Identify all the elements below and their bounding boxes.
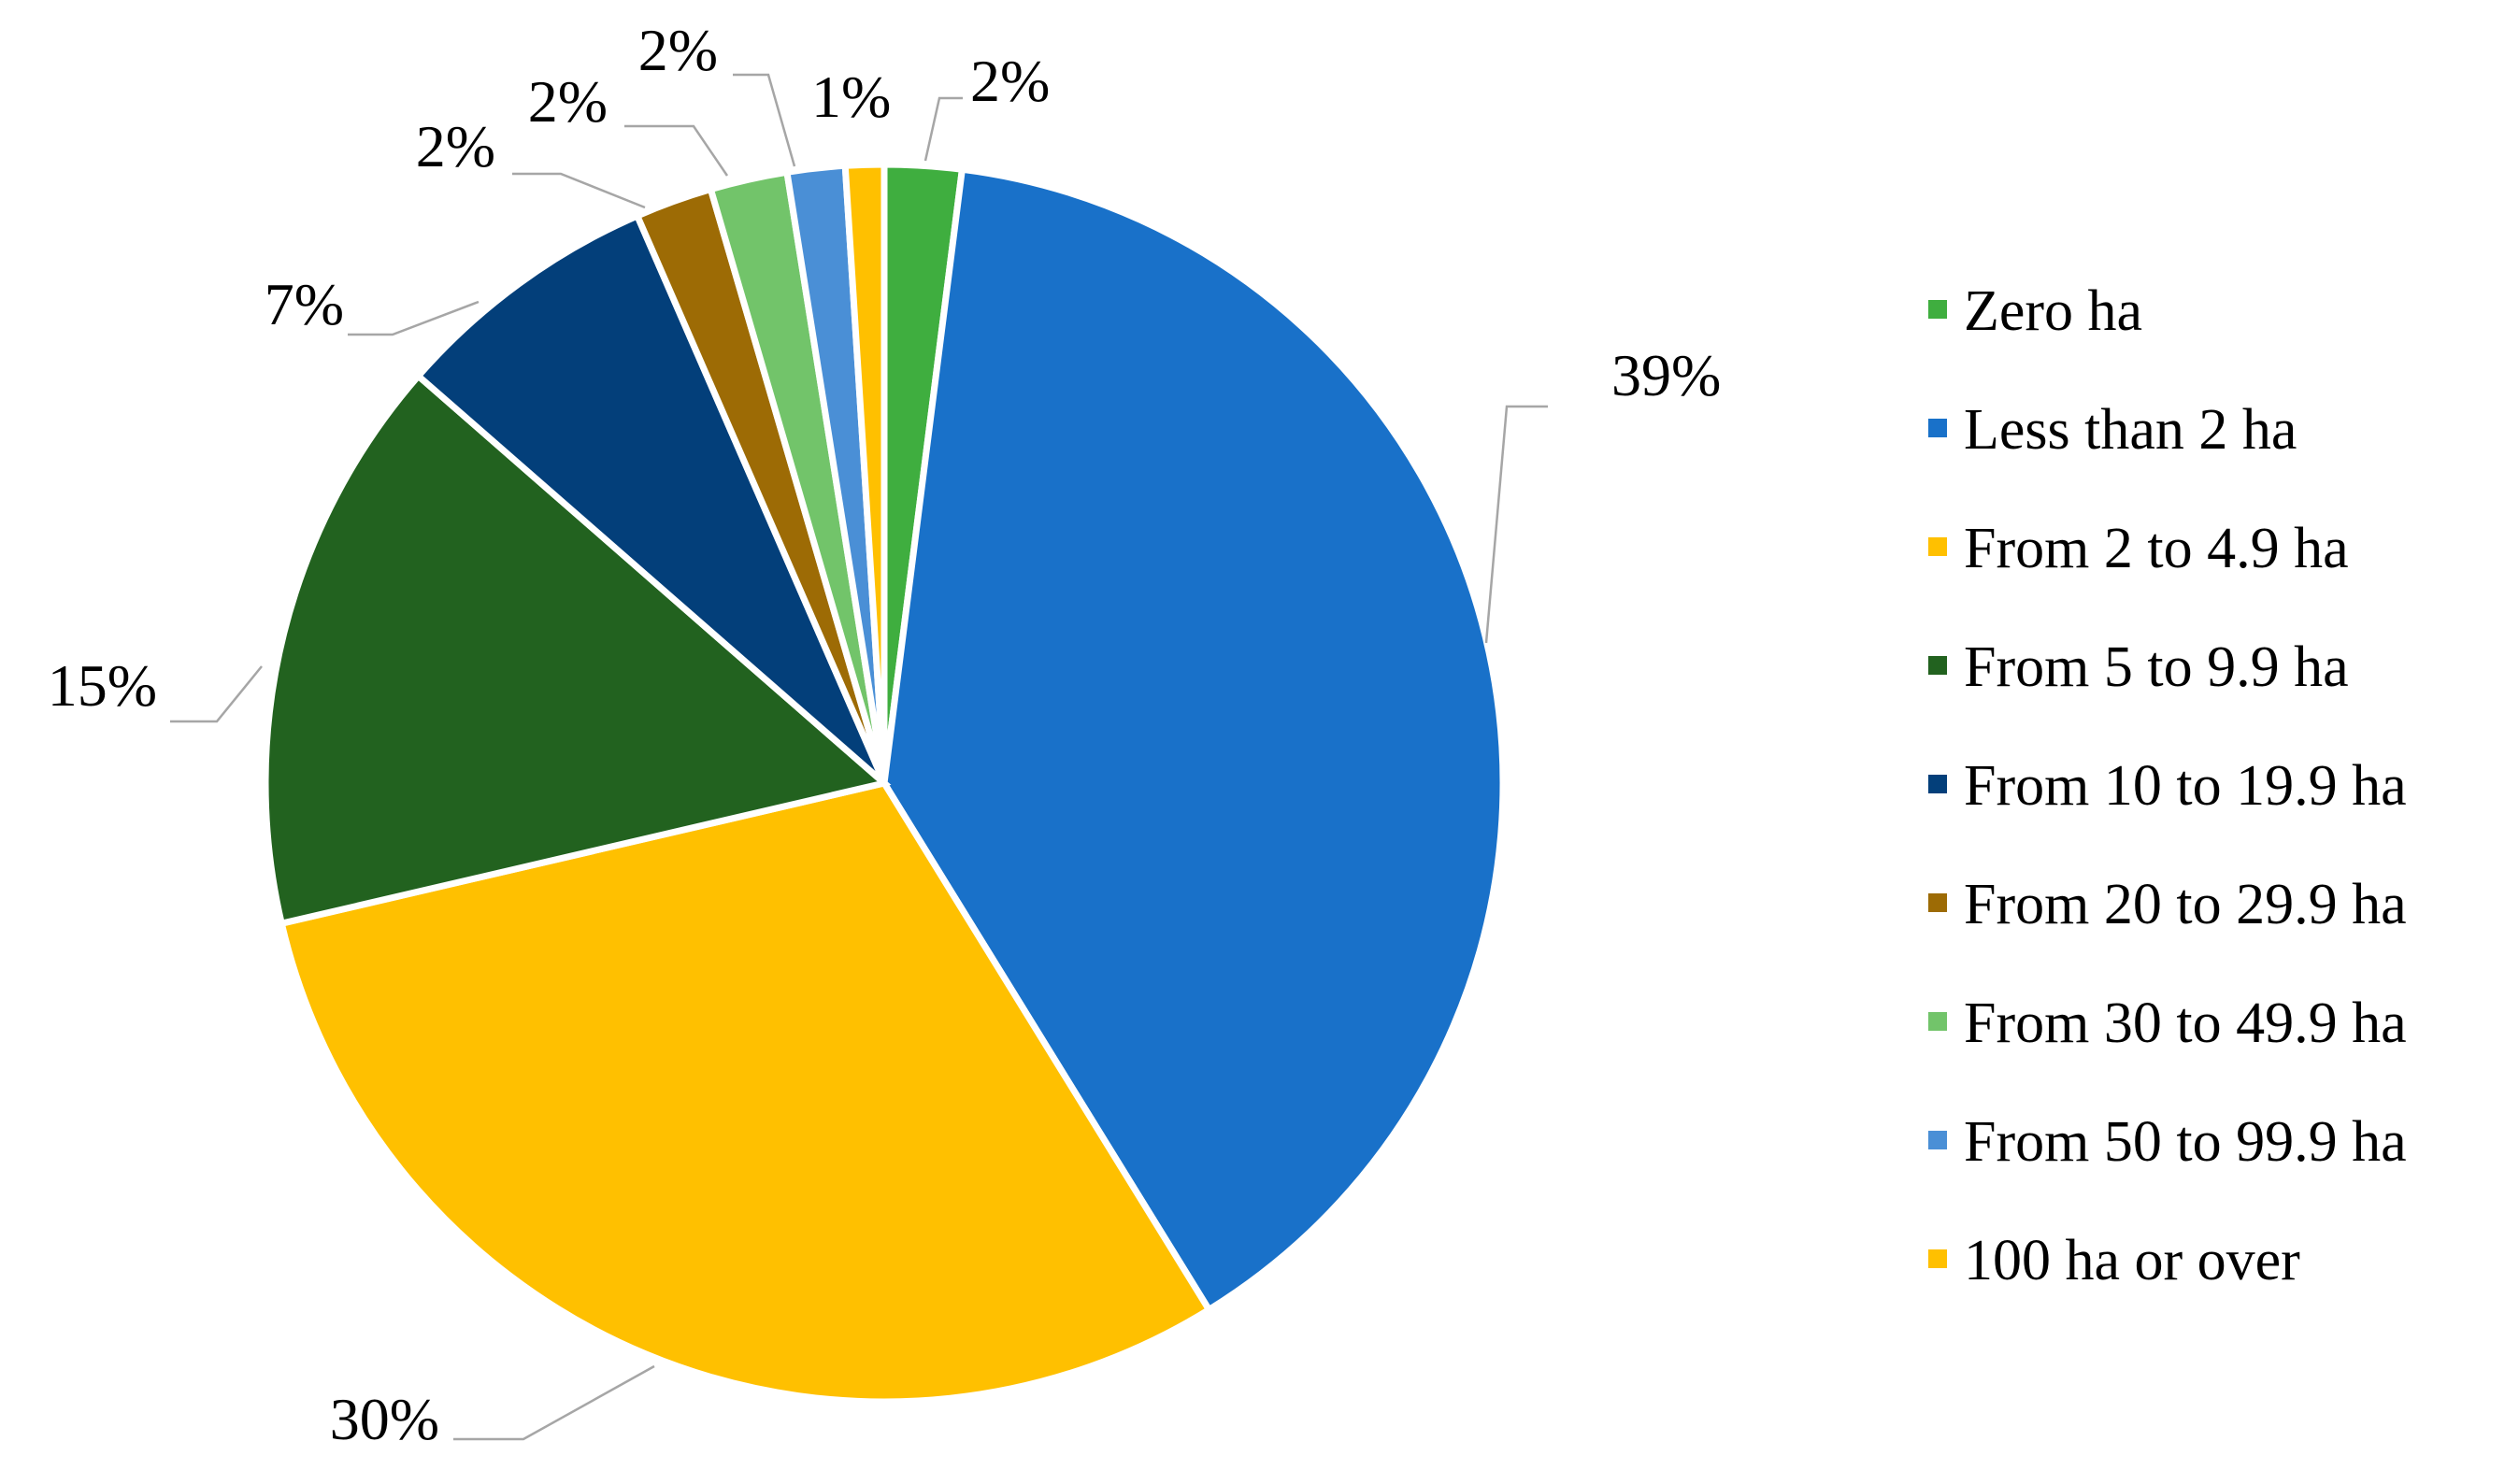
legend-label-1: Less than 2 ha: [1964, 398, 2297, 462]
leader-line-1: [1484, 405, 1548, 644]
data-label-6: 2%: [528, 68, 608, 135]
legend-label-3: From 5 to 9.9 ha: [1964, 635, 2349, 699]
pie-slice-2: [278, 779, 1214, 1406]
leader-line-2: [453, 1364, 655, 1441]
leader-lines: [170, 73, 1548, 1441]
data-label-2: 30%: [330, 1386, 439, 1452]
legend-swatch-4: [1928, 775, 1947, 793]
legend-label-6: From 30 to 49.9 ha: [1964, 992, 2407, 1055]
data-label-0: 2%: [970, 48, 1050, 114]
legend-label-4: From 10 to 19.9 ha: [1964, 754, 2407, 818]
leader-line-6: [624, 124, 729, 177]
pie-slice-8: [841, 161, 888, 784]
pie-slice-4: [413, 211, 888, 786]
legend-label-2: From 2 to 4.9 ha: [1964, 517, 2349, 580]
data-label-7: 2%: [638, 17, 718, 83]
data-label-1: 39%: [1611, 342, 1721, 408]
legend-swatch-6: [1928, 1012, 1947, 1031]
pie-slices: [262, 161, 1507, 1406]
leader-line-7: [733, 73, 796, 167]
pie-slice-3: [262, 371, 892, 928]
data-labels: 2% 39% 30% 15% 7% 2% 2% 2% 1%: [48, 17, 1722, 1452]
data-label-4: 7%: [265, 271, 344, 337]
legend-swatch-8: [1928, 1249, 1947, 1268]
leader-line-3: [170, 665, 263, 723]
legend: Zero ha Less than 2 ha From 2 to 4.9 ha Fro…: [1928, 279, 2407, 1292]
legend-label-0: Zero ha: [1964, 279, 2142, 343]
leader-line-4: [348, 300, 480, 336]
pie-slice-1: [880, 165, 1507, 1315]
legend-swatch-0: [1928, 300, 1947, 319]
legend-swatch-7: [1928, 1131, 1947, 1149]
legend-swatch-3: [1928, 656, 1947, 675]
legend-label-5: From 20 to 29.9 ha: [1964, 873, 2407, 936]
legend-label-7: From 50 to 99.9 ha: [1964, 1110, 2407, 1174]
legend-label-8: 100 ha or over: [1964, 1229, 2300, 1292]
data-label-5: 2%: [416, 113, 495, 179]
data-label-3: 15%: [48, 652, 157, 719]
legend-swatch-2: [1928, 537, 1947, 556]
leader-line-5: [512, 172, 646, 209]
leader-line-0: [923, 96, 963, 162]
data-label-8: 1%: [811, 64, 891, 130]
legend-swatch-5: [1928, 893, 1947, 912]
legend-swatch-1: [1928, 419, 1947, 437]
